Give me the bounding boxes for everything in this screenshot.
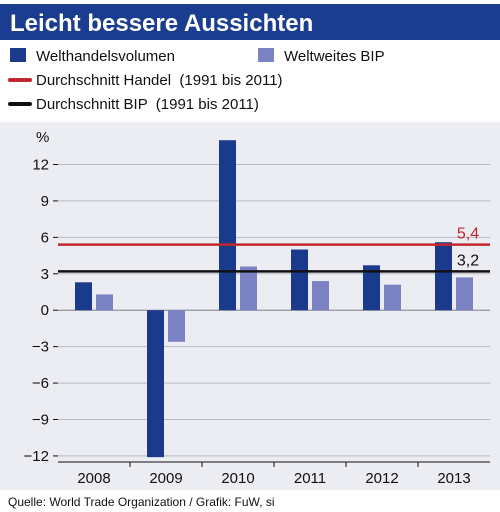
bar-trade-2008 <box>75 282 92 311</box>
bar-gdp-2012 <box>384 284 401 311</box>
legend-label-avg-trade: Durchschnitt Handel (1991 bis 2011) <box>36 72 283 89</box>
chart-title: Leicht bessere Aussichten <box>10 10 313 37</box>
bar-trade-2010 <box>219 140 236 311</box>
y-tick-label: −12 <box>24 448 49 465</box>
y-tick-label: −9 <box>32 412 49 429</box>
y-axis-ticks: 12 9 6 3 0 −3 −6 −9 −12 <box>24 157 58 465</box>
bar-gdp-2009 <box>168 310 185 342</box>
legend-label-trade: Welthandelsvolumen <box>36 48 175 65</box>
x-tick-label: 2012 <box>365 470 398 487</box>
reference-label-avg-trade: 5,4 <box>457 226 479 243</box>
y-tick-label: 3 <box>41 266 49 283</box>
source-note: Quelle: World Trade Organization / Grafi… <box>8 495 275 509</box>
y-tick-label: 12 <box>32 157 49 174</box>
x-tick-label: 2010 <box>221 470 254 487</box>
bar-gdp-2013 <box>456 277 473 311</box>
legend-swatch-gdp <box>258 48 274 62</box>
y-tick-label: 9 <box>41 193 49 210</box>
title-band <box>0 4 500 40</box>
x-axis-ticks: 2008 2009 2010 2011 2012 2013 <box>77 462 471 487</box>
bar-trade-2009 <box>147 310 164 458</box>
y-tick-label: −3 <box>32 339 49 356</box>
bar-trade-2011 <box>291 249 308 311</box>
bar-trade-2012 <box>363 265 380 311</box>
x-tick-label: 2008 <box>77 470 110 487</box>
legend-swatch-trade <box>10 48 26 62</box>
reference-lines: 5,4 3,2 <box>58 226 490 273</box>
x-tick-label: 2009 <box>149 470 182 487</box>
bar-gdp-2008 <box>96 294 113 311</box>
y-tick-label: −6 <box>32 375 49 392</box>
bar-gdp-2010 <box>240 266 257 311</box>
legend-label-avg-gdp: Durchschnitt BIP (1991 bis 2011) <box>36 96 259 113</box>
bar-trade-2013 <box>435 242 452 311</box>
bar-gdp-2011 <box>312 281 329 311</box>
legend-label-gdp: Weltweites BIP <box>284 48 385 65</box>
y-axis-unit-label: % <box>36 129 49 146</box>
y-tick-label: 6 <box>41 229 49 246</box>
reference-label-avg-gdp: 3,2 <box>457 252 479 269</box>
legend: Welthandelsvolumen Weltweites BIP Durchs… <box>8 48 385 113</box>
x-tick-label: 2011 <box>294 470 326 487</box>
y-tick-label: 0 <box>41 302 49 319</box>
bars <box>75 140 473 458</box>
x-tick-label: 2013 <box>437 470 470 487</box>
